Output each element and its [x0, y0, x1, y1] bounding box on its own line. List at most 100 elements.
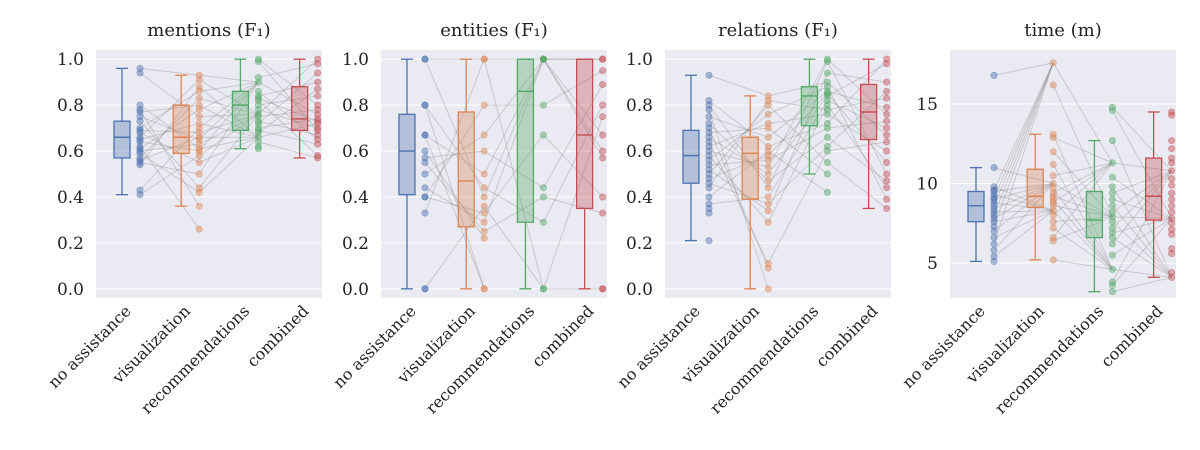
data-point — [195, 202, 203, 210]
points-4 — [599, 55, 607, 293]
data-point — [539, 131, 547, 139]
paired-line — [708, 74, 769, 97]
data-point — [136, 117, 144, 125]
paired-line — [1053, 162, 1113, 177]
data-point — [136, 69, 144, 77]
box-iqr — [172, 104, 190, 154]
paired-line — [993, 62, 1054, 76]
data-point — [599, 154, 607, 162]
chart-title: relations (F₁) — [718, 20, 838, 41]
data-point — [480, 131, 488, 139]
data-point — [421, 193, 429, 201]
box-4 — [1144, 111, 1163, 278]
y-tick-label: 0.2 — [626, 234, 653, 254]
data-point — [480, 218, 488, 226]
data-point — [883, 124, 891, 132]
paired-line — [767, 58, 828, 168]
paired-line — [199, 136, 259, 163]
paired-line — [708, 113, 769, 161]
paired-line — [139, 120, 200, 189]
paired-line — [258, 72, 318, 124]
data-point — [705, 113, 713, 121]
data-point — [195, 106, 203, 114]
data-point — [1168, 145, 1176, 153]
data-point — [883, 195, 891, 203]
data-point — [1168, 137, 1176, 145]
points-3 — [823, 55, 831, 196]
chart-title: time (m) — [1024, 20, 1102, 41]
paired-line — [767, 61, 828, 188]
paired-line — [1112, 218, 1172, 234]
box-iqr — [1026, 168, 1044, 209]
points-2 — [764, 92, 772, 293]
data-point — [1108, 288, 1116, 296]
data-point — [195, 188, 203, 196]
data-point — [1049, 81, 1057, 89]
data-point — [314, 78, 322, 86]
data-point — [599, 67, 607, 75]
box-1 — [113, 67, 131, 196]
x-tick-label: recommendations — [991, 301, 1107, 417]
data-point — [1168, 154, 1176, 162]
data-point — [1108, 159, 1116, 167]
data-point — [314, 124, 322, 132]
box-4 — [575, 58, 594, 290]
data-point — [1168, 111, 1176, 119]
data-point — [1049, 224, 1057, 232]
data-point — [823, 170, 831, 178]
data-point — [314, 92, 322, 100]
data-point — [1168, 195, 1176, 203]
paired-line — [1112, 268, 1172, 278]
data-point — [823, 57, 831, 65]
data-point — [990, 246, 998, 254]
paired-line — [198, 104, 259, 138]
data-point — [823, 69, 831, 77]
paired-line — [1111, 140, 1173, 278]
data-point — [421, 131, 429, 139]
data-point — [883, 159, 891, 167]
paired-line — [708, 141, 769, 264]
data-point — [1049, 184, 1057, 192]
data-point — [480, 193, 488, 201]
data-point — [195, 225, 203, 233]
data-point — [764, 156, 772, 164]
paired-line — [1052, 134, 1113, 270]
y-tick-label: 1.0 — [626, 50, 653, 70]
data-point — [599, 285, 607, 293]
y-tick-label: 0.4 — [626, 188, 653, 208]
paired-line — [1111, 186, 1173, 278]
paired-line — [826, 61, 888, 175]
data-point — [823, 133, 831, 141]
paired-line — [483, 205, 544, 290]
paired-line — [1052, 188, 1113, 270]
y-tick-label: 0.8 — [342, 96, 369, 116]
data-point — [764, 101, 772, 109]
plot-area — [665, 50, 891, 298]
paired-line — [768, 81, 828, 97]
x-tick-label: combined — [243, 301, 312, 370]
data-point — [1168, 208, 1176, 216]
data-point — [480, 202, 488, 210]
data-point — [990, 164, 998, 172]
data-point — [1108, 137, 1116, 145]
data-point — [136, 106, 144, 114]
data-point — [539, 193, 547, 201]
box-iqr — [231, 90, 250, 132]
data-point — [764, 200, 772, 208]
data-point — [1168, 189, 1176, 197]
box-3 — [516, 58, 535, 290]
data-point — [1168, 181, 1176, 189]
paired-line — [993, 62, 1054, 216]
paired-line — [199, 136, 259, 150]
data-point — [254, 55, 262, 63]
box-iqr — [113, 120, 131, 159]
paired-line — [424, 134, 485, 289]
paired-line — [767, 146, 828, 205]
data-point — [254, 110, 262, 118]
data-point — [195, 133, 203, 141]
paired-line — [767, 104, 828, 163]
paired-line — [827, 136, 887, 182]
data-point — [764, 177, 772, 185]
data-point — [764, 124, 772, 132]
